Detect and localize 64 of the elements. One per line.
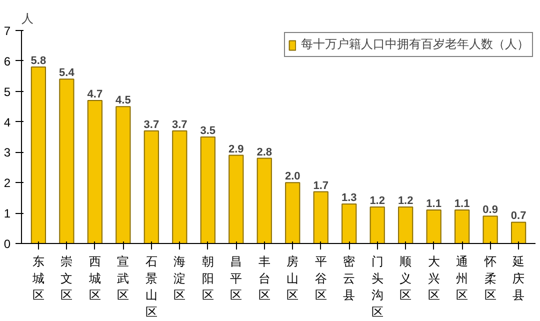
bar (30, 66, 46, 244)
bar (59, 78, 74, 244)
x-tick-label: 密云县 (343, 254, 356, 302)
data-label: 4.7 (87, 88, 103, 100)
x-tick-label: 门头沟区 (371, 254, 384, 319)
bar (370, 206, 385, 244)
bar (285, 182, 300, 244)
y-axis-title: 人 (22, 12, 34, 26)
y-tick-label: 1 (4, 206, 11, 221)
x-tick-label: 顺义区 (400, 254, 412, 302)
y-tick-label: 3 (4, 146, 11, 160)
x-tick-label: 延庆县 (512, 254, 525, 302)
bar (228, 154, 244, 244)
x-tick-label: 丰台区 (258, 254, 270, 302)
bar (342, 203, 357, 244)
bar (116, 106, 131, 244)
x-tick-label: 昌平区 (230, 254, 242, 302)
data-label: 0.9 (482, 204, 498, 216)
x-tick-label: 怀柔区 (483, 254, 496, 302)
bar (87, 100, 102, 244)
y-tick-label: 7 (4, 24, 11, 38)
bar (200, 136, 216, 244)
x-tick-label: 崇文区 (60, 254, 73, 302)
data-label: 5.8 (30, 55, 46, 68)
x-tick-label: 宣武区 (117, 254, 130, 302)
data-label: 2.0 (284, 170, 300, 183)
data-label: 3.7 (144, 118, 160, 131)
bar (426, 210, 442, 244)
y-tick-label: 5 (4, 84, 11, 99)
data-label: 1.2 (398, 194, 414, 207)
data-label: 1.3 (341, 192, 357, 204)
data-label: 3.5 (200, 125, 216, 137)
data-label: 0.7 (510, 210, 526, 222)
x-tick-label: 大兴区 (428, 254, 440, 302)
bar (482, 216, 498, 244)
x-tick-label: 石景山区 (145, 254, 158, 319)
data-label: 2.8 (256, 146, 272, 158)
data-label: 1.1 (426, 198, 442, 210)
legend-label: 每十万户籍人口中拥有百岁老年人数（人） (301, 36, 529, 53)
data-label: 4.5 (116, 94, 131, 107)
bar (172, 130, 188, 244)
x-tick-label: 海淀区 (174, 254, 186, 302)
y-tick-label: 0 (4, 237, 11, 251)
data-label: 3.7 (172, 118, 188, 131)
data-label: 1.7 (313, 180, 329, 192)
data-label: 1.1 (454, 198, 470, 210)
x-tick-label: 通州区 (456, 254, 468, 302)
data-label: 5.4 (59, 67, 76, 80)
x-tick-label: 东城区 (31, 254, 44, 302)
bar (510, 222, 526, 244)
data-label: 1.2 (370, 194, 385, 207)
y-tick-label: 4 (4, 115, 11, 130)
bar (454, 210, 470, 244)
bar (313, 191, 328, 244)
bar (398, 206, 414, 244)
x-tick-label: 朝阳区 (202, 254, 214, 302)
x-tick-label: 平谷区 (314, 254, 327, 302)
bar (144, 130, 159, 244)
x-tick-label: 西城区 (88, 254, 101, 302)
y-tick-label: 6 (4, 54, 11, 68)
data-label: 2.9 (228, 143, 244, 156)
x-tick-label: 房山区 (286, 254, 299, 302)
bar (256, 158, 272, 244)
y-tick-label: 2 (4, 176, 11, 190)
